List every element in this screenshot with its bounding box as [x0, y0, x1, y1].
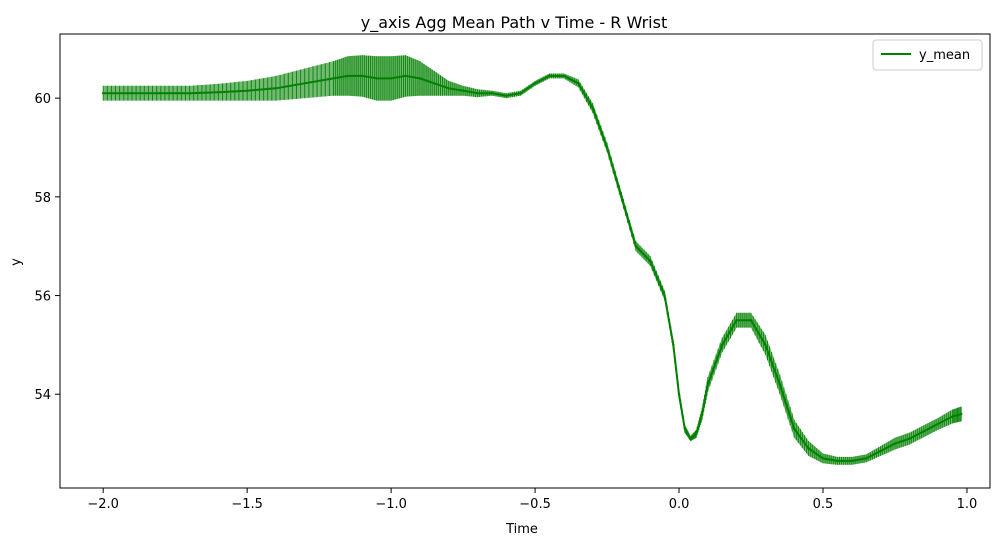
y-axis: 54 56 58 60	[34, 92, 60, 403]
data-point	[447, 87, 450, 90]
data-point	[663, 294, 666, 297]
data-point	[793, 427, 796, 430]
data-point	[922, 430, 925, 433]
data-point	[303, 82, 306, 85]
x-tick-label: −0.5	[519, 497, 551, 512]
x-tick-label: 0.0	[669, 497, 690, 512]
x-tick-label: −1.5	[231, 497, 263, 512]
data-point	[634, 245, 638, 248]
x-axis-label: Time	[505, 522, 538, 537]
data-point	[476, 92, 479, 95]
data-point	[879, 449, 882, 453]
x-tick-label: 1.0	[957, 497, 978, 512]
data-point	[130, 92, 134, 95]
data-point	[246, 89, 249, 92]
data-point	[721, 343, 724, 347]
data-point	[461, 89, 465, 92]
data-point	[274, 87, 278, 90]
data-point	[346, 74, 350, 78]
data-point	[217, 91, 220, 94]
x-tick-label: 0.5	[813, 497, 834, 512]
x-tick-label: −1.0	[375, 497, 407, 512]
data-point	[389, 77, 393, 80]
error-band	[103, 55, 962, 465]
data-point	[850, 459, 853, 463]
data-point	[807, 447, 810, 450]
x-axis: −2.0 −1.5 −1.0 −0.5 0.0 0.5 1.0	[87, 488, 977, 512]
y-tick-label: 58	[34, 191, 51, 206]
data-point	[505, 94, 508, 97]
data-point	[418, 77, 422, 80]
y-axis-label: y	[9, 258, 24, 266]
plot-area	[102, 55, 963, 465]
data-point	[677, 393, 681, 396]
data-point	[548, 74, 551, 78]
data-point	[490, 92, 494, 95]
data-point	[620, 195, 623, 198]
data-point	[951, 415, 954, 418]
data-point	[672, 343, 675, 347]
data-point	[764, 343, 767, 347]
axes-frame	[59, 33, 991, 489]
data-point	[700, 412, 704, 416]
data-point	[821, 457, 825, 460]
data-point	[519, 92, 522, 95]
y-tick-label: 56	[34, 290, 51, 305]
data-point	[908, 437, 911, 440]
data-point	[649, 259, 652, 263]
series-points	[102, 74, 963, 463]
data-point	[361, 74, 364, 78]
legend-box	[872, 39, 983, 71]
data-point	[562, 74, 566, 78]
data-point	[591, 106, 594, 110]
data-point	[937, 422, 940, 425]
y-tick-label: 54	[34, 388, 51, 403]
chart-title: y_axis Agg Mean Path v Time - R Wrist	[361, 13, 667, 33]
data-point	[778, 383, 781, 386]
data-point	[865, 457, 868, 460]
data-point	[695, 432, 698, 435]
data-point	[836, 459, 839, 463]
data-point	[706, 383, 709, 386]
y-tick-label: 60	[34, 92, 51, 107]
data-point	[332, 77, 335, 80]
legend: y_mean	[872, 39, 983, 71]
data-point	[893, 442, 897, 445]
data-point	[102, 92, 105, 95]
data-point	[533, 82, 537, 85]
legend-label: y_mean	[919, 48, 970, 63]
data-point	[683, 427, 686, 430]
data-point	[689, 437, 692, 440]
data-point	[960, 412, 963, 416]
data-point	[605, 146, 609, 149]
data-point	[404, 74, 407, 78]
data-point	[159, 92, 162, 95]
x-tick-label: −2.0	[87, 497, 119, 512]
data-point	[735, 319, 738, 322]
data-point	[577, 82, 580, 85]
data-point	[188, 92, 191, 95]
data-point	[375, 77, 378, 80]
data-point	[433, 82, 436, 85]
data-point	[749, 319, 753, 322]
